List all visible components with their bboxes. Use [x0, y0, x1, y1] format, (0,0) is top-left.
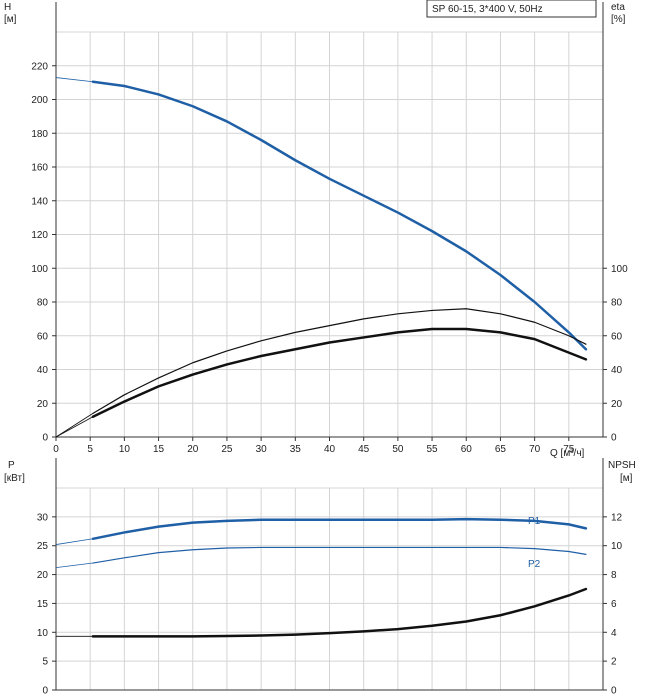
x-tick-label: 15: [153, 444, 165, 455]
series-line-0: [91, 517, 588, 541]
top-ylabel: H: [4, 2, 11, 13]
x-tick-label: 5: [87, 444, 93, 455]
title-box: [426, 0, 597, 18]
y2-tick-label: 0: [611, 433, 617, 444]
y-tick-label: 220: [31, 61, 48, 72]
x-tick-label: 50: [392, 444, 404, 455]
curve-extension: [55, 538, 93, 545]
y-tick-label: 20: [37, 570, 49, 581]
top-axes: 0204060801001201401601802002200204060801…: [31, 2, 628, 455]
x-tick-label: 70: [529, 444, 541, 455]
bottom-ylabel-unit: [кВт]: [4, 473, 25, 484]
x-tick-label: 10: [119, 444, 131, 455]
x-tick-label: 60: [461, 444, 473, 455]
series-line-0: [91, 80, 588, 351]
top-xlabel: Q [м³/ч]: [550, 448, 585, 459]
y2-tick-label: 80: [611, 298, 623, 309]
x-tick-label: 75: [563, 444, 575, 455]
y-tick-label: 140: [31, 196, 48, 207]
y-tick-label: 0: [42, 433, 48, 444]
top-series: [55, 77, 588, 438]
y2-tick-label: 10: [611, 541, 623, 552]
y2-tick-label: 6: [611, 599, 617, 610]
bottom-y2label: NPSH: [608, 460, 636, 471]
x-tick-label: 45: [358, 444, 370, 455]
y-tick-label: 20: [37, 399, 49, 410]
bottom-axes: 0 5 10 15 20 25 30 0 2 4 6 8 10 12: [37, 458, 623, 697]
y2-tick-label: 100: [611, 264, 628, 275]
bottom-grid: [55, 487, 604, 691]
top-y2label-unit: [%]: [611, 14, 626, 25]
y-tick-label: 160: [31, 163, 48, 174]
series-line-2: [91, 327, 588, 418]
x-tick-label: 25: [221, 444, 233, 455]
y2-tick-label: 60: [611, 331, 623, 342]
y-tick-label: 120: [31, 230, 48, 241]
curve-extension: [55, 562, 93, 569]
top-panel: 0204060801001201401601802002200204060801…: [4, 0, 628, 459]
series-line-1: [92, 308, 587, 414]
x-tick-label: 0: [53, 444, 59, 455]
top-y2label: eta: [611, 2, 625, 13]
bottom-ylabel: P: [8, 460, 15, 471]
y2-tick-label: 20: [611, 399, 623, 410]
y-tick-label: 5: [42, 657, 48, 668]
y-tick-label: 0: [42, 686, 48, 697]
x-tick-label: 55: [427, 444, 439, 455]
bottom-y2label-unit: [м]: [620, 473, 633, 484]
y2-tick-label: 0: [611, 686, 617, 697]
curve-extension: [55, 77, 93, 83]
x-tick-label: 40: [324, 444, 336, 455]
y2-tick-label: 2: [611, 657, 617, 668]
y-tick-label: 60: [37, 331, 49, 342]
y-tick-label: 10: [37, 628, 49, 639]
x-tick-label: 35: [290, 444, 302, 455]
y-tick-label: 30: [37, 512, 49, 523]
curve-extension: [55, 416, 94, 438]
bottom-series: [55, 517, 588, 638]
series-line-1: [92, 546, 587, 564]
chart-title: SP 60-15, 3*400 V, 50Hz: [432, 4, 543, 15]
x-tick-label: 20: [187, 444, 199, 455]
y-tick-label: 15: [37, 599, 49, 610]
x-tick-label: 65: [495, 444, 507, 455]
y-tick-label: 25: [37, 541, 49, 552]
y-tick-label: 80: [37, 298, 49, 309]
y2-tick-label: 12: [611, 512, 623, 523]
y2-tick-label: 8: [611, 570, 617, 581]
y-tick-label: 200: [31, 95, 48, 106]
y2-tick-label: 4: [611, 628, 617, 639]
series-line-2: [91, 587, 588, 638]
y-tick-label: 40: [37, 365, 49, 376]
y-tick-label: 180: [31, 129, 48, 140]
bottom-panel: 0 5 10 15 20 25 30 0 2 4 6 8 10 12 P [кВт] NPSH [м] P…: [4, 458, 636, 697]
curve-extension: [55, 413, 94, 438]
series-label-p1: P1: [528, 516, 541, 527]
y2-tick-label: 40: [611, 365, 623, 376]
y-tick-label: 100: [31, 264, 48, 275]
top-grid: [55, 31, 604, 438]
series-label-p2: P2: [528, 559, 541, 570]
x-tick-label: 30: [256, 444, 268, 455]
top-ylabel-unit: [м]: [4, 14, 17, 25]
